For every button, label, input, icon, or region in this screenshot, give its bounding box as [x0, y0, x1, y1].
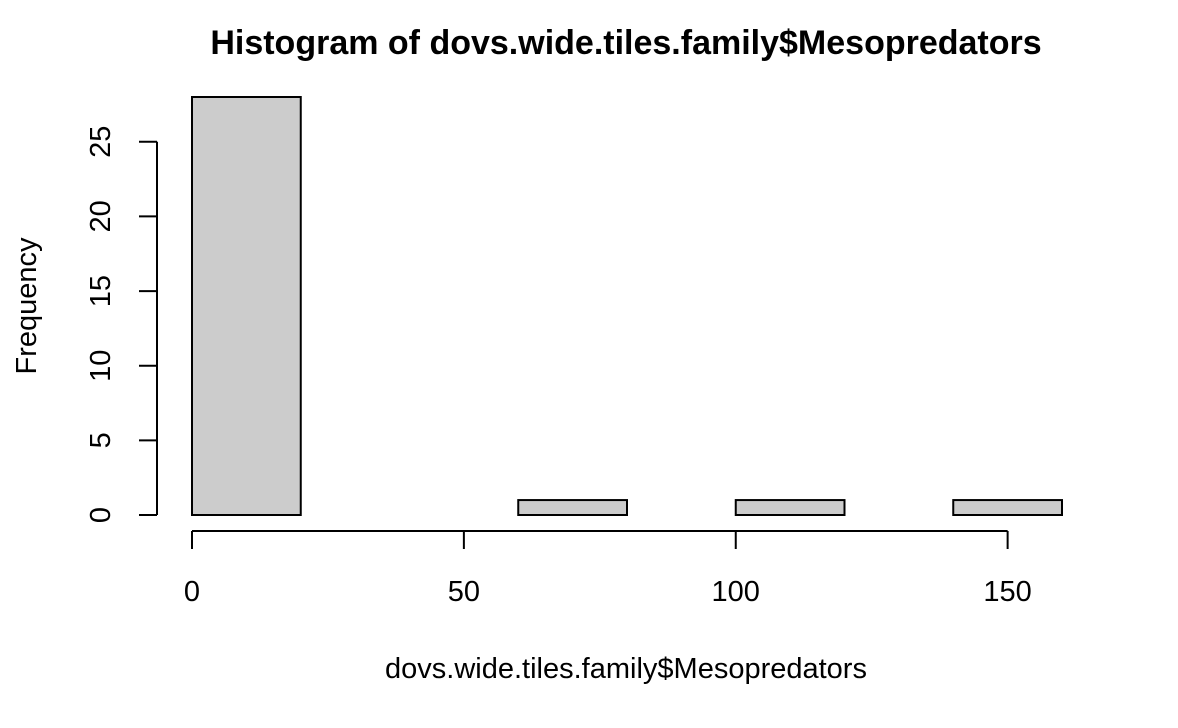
y-tick-label: 10: [85, 350, 117, 382]
x-tick-label: 50: [448, 576, 480, 608]
y-tick-label: 25: [85, 126, 117, 158]
y-tick-label: 15: [85, 275, 117, 307]
x-axis-label: dovs.wide.tiles.family$Mesopredators: [385, 653, 867, 685]
y-tick-label: 20: [85, 200, 117, 232]
histogram-bar: [517, 499, 628, 517]
y-axis-label: Frequency: [11, 237, 43, 375]
y-axis: 0 5 10 15 20 25: [85, 126, 158, 523]
chart-title: Histogram of dovs.wide.tiles.family$Meso…: [210, 24, 1041, 62]
histogram-bar: [191, 96, 302, 516]
histogram-bar: [952, 499, 1063, 517]
x-tick-label: 0: [184, 576, 200, 608]
x-tick-label: 100: [712, 576, 760, 608]
y-tick-label: 5: [85, 432, 117, 448]
histogram-bar: [734, 499, 846, 517]
histogram-bars: [191, 96, 1063, 517]
x-tick-label: 150: [983, 576, 1031, 608]
y-tick-label: 0: [85, 507, 117, 523]
x-axis: 0 50 100 150: [184, 530, 1032, 608]
